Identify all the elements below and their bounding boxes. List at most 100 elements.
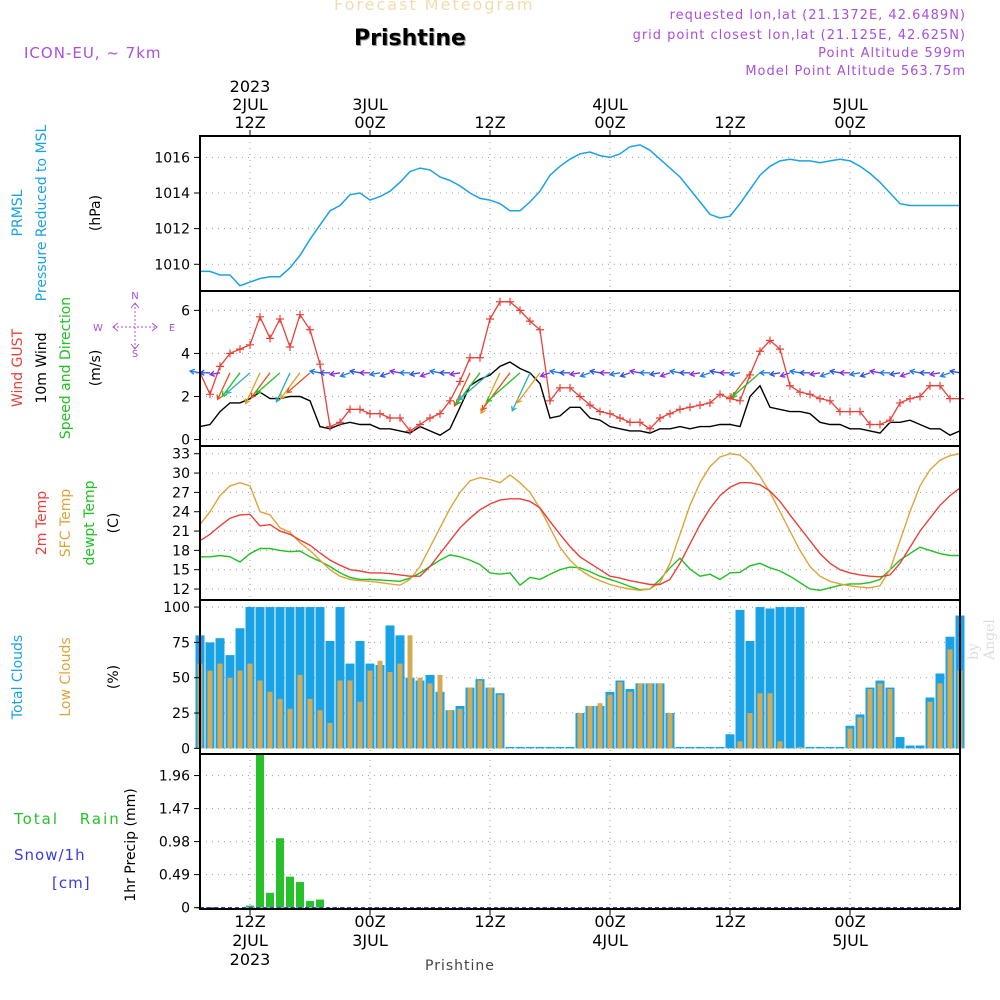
wind-arrow-head <box>328 370 336 377</box>
wind-arrow <box>700 372 711 377</box>
wind-arrow <box>870 370 881 374</box>
gust-marker <box>716 390 724 399</box>
x-date-label-top: 3JUL <box>352 95 388 114</box>
gust-marker <box>766 336 774 345</box>
wind-arrow-head <box>899 371 906 378</box>
y-tick-label: 0.98 <box>159 835 190 851</box>
wind-arrow-head <box>688 370 696 377</box>
wind-arrow <box>256 372 281 394</box>
wind-arrow-head <box>868 368 876 375</box>
y-tick-label: 1.96 <box>159 769 190 785</box>
bar-total-rain <box>316 899 324 908</box>
wind-arrow-head <box>699 371 706 378</box>
gust-marker <box>466 353 474 362</box>
wind-arrow-head <box>408 370 416 377</box>
bar-total-clouds <box>795 607 805 749</box>
bar-low-clouds <box>347 680 353 749</box>
ylabel-dewpt-temp: dewpt Temp <box>82 480 98 565</box>
wind-arrow-head <box>608 370 616 377</box>
bar-low-clouds <box>257 680 263 749</box>
snow-legend: Snow/1h <box>14 846 86 864</box>
bar-total-clouds <box>565 746 575 749</box>
gust-marker <box>226 349 234 358</box>
gust-marker <box>916 392 924 401</box>
wind-arrow <box>900 372 911 377</box>
x-hour-label-top: 00Z <box>834 113 865 132</box>
x-date-label-top: 5JUL <box>832 95 868 114</box>
wind-arrow <box>630 370 641 374</box>
gust-marker <box>416 420 424 429</box>
wind-arrow <box>610 372 621 376</box>
bar-low-clouds <box>397 663 403 749</box>
wind-arrow <box>458 372 491 401</box>
wind-arrow <box>390 370 401 374</box>
ylabel-1hr-precip: 1hr Precip (mm) <box>123 788 139 901</box>
bar-low-clouds <box>737 741 743 749</box>
panel-frame-precip <box>199 753 961 910</box>
wind-arrow <box>590 370 601 374</box>
panel-frame-wind <box>199 290 961 447</box>
wind-arrow-head <box>511 405 517 412</box>
bar-low-clouds <box>777 741 783 749</box>
bar-low-clouds <box>407 635 413 749</box>
wind-arrow-head <box>678 369 685 376</box>
gust-marker <box>776 345 784 354</box>
compass-west: W <box>93 323 103 334</box>
ylabel-hpa-unit: (hPa) <box>88 195 104 231</box>
gust-marker <box>486 314 494 323</box>
ylabel-10m-wind: 10m Wind <box>34 332 50 403</box>
wind-arrow <box>221 372 241 397</box>
bar-low-clouds <box>667 713 673 749</box>
bar-low-clouds <box>637 683 643 749</box>
rain-legend: Total Rain <box>14 810 121 828</box>
wind-arrow <box>486 372 521 402</box>
wind-arrow <box>690 372 701 376</box>
gust-marker <box>386 414 394 423</box>
wind-arrow-head <box>368 370 376 377</box>
point-altitude: Point Altitude 599m <box>818 46 966 61</box>
bar-low-clouds <box>357 701 363 749</box>
bar-total-clouds <box>835 746 845 749</box>
wind-arrow-head <box>188 368 196 375</box>
gust-marker <box>886 416 894 425</box>
bar-low-clouds <box>247 663 253 749</box>
wind-direction-arrows <box>188 368 961 415</box>
gust-marker <box>296 310 304 319</box>
compass-cross <box>113 303 157 349</box>
gust-marker <box>556 383 564 392</box>
wind-arrow <box>330 372 341 376</box>
series-line-10m-wind <box>199 361 961 436</box>
y-tick-label: 1014 <box>154 186 190 202</box>
grid-lines <box>200 136 960 909</box>
x-date-label-bottom: 5JUL <box>832 931 868 950</box>
wind-arrow <box>950 370 961 374</box>
y-tick-label: 1.47 <box>159 802 190 818</box>
compass-east: E <box>169 323 175 334</box>
bar-total-clouds <box>265 607 275 749</box>
x-date-label-bottom: 3JUL <box>352 931 388 950</box>
wind-arrow <box>226 372 251 394</box>
wind-arrow <box>570 372 581 376</box>
wind-arrow-head <box>419 371 426 378</box>
y-tick-label: 75 <box>172 635 190 651</box>
ylabel-ms-unit: (m/s) <box>88 350 104 387</box>
wind-arrow-head <box>568 370 576 377</box>
bar-total-rain <box>296 882 304 908</box>
bar-total-clouds <box>555 746 565 749</box>
bar-total-clouds <box>735 609 745 749</box>
bar-total-rain <box>256 754 264 908</box>
bar-total-clouds <box>685 746 695 749</box>
bar-low-clouds <box>867 689 873 749</box>
bar-total-clouds <box>335 607 345 749</box>
bar-total-clouds <box>285 607 295 749</box>
x-date-label-bottom: 2JUL <box>232 931 268 950</box>
wind-arrow <box>810 372 821 376</box>
wind-arrow-head <box>598 369 605 376</box>
bar-total-clouds <box>785 607 795 749</box>
wind-arrow-head <box>731 391 738 398</box>
bar-total-clouds <box>895 737 905 749</box>
gust-marker <box>666 409 674 418</box>
gust-marker <box>576 392 584 401</box>
bar-low-clouds <box>427 683 433 749</box>
bar-low-clouds <box>317 710 323 749</box>
